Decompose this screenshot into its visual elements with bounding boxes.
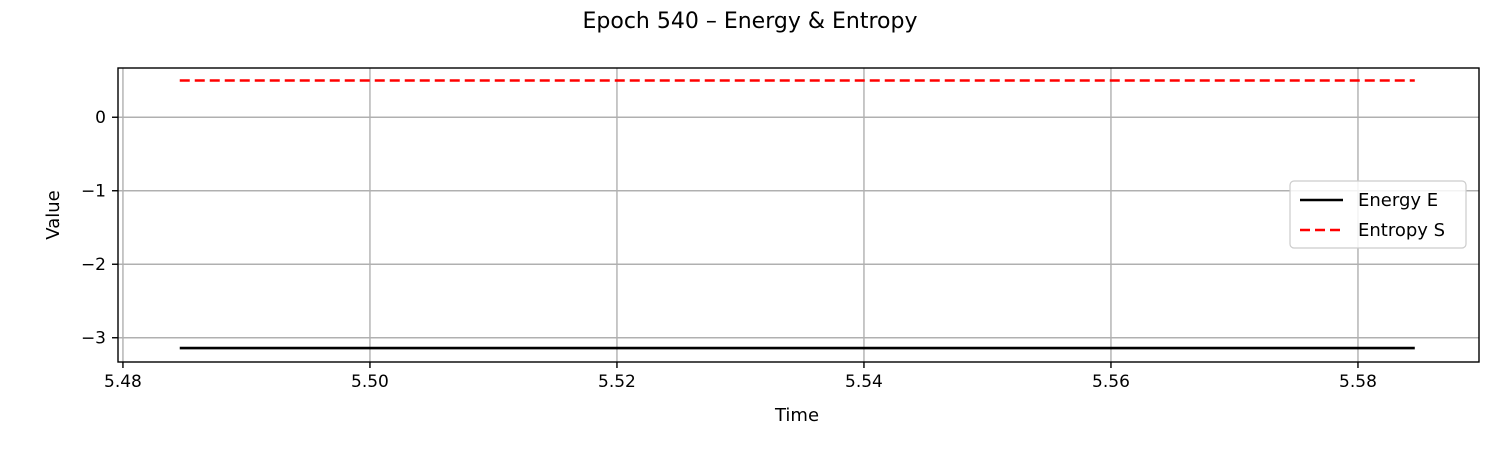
series-layer bbox=[179, 79, 1415, 350]
legend-label-energy: Energy E bbox=[1358, 190, 1438, 211]
y-tick-label: −2 bbox=[81, 255, 106, 275]
x-tick-label: 5.54 bbox=[845, 372, 883, 392]
x-tick-label: 5.48 bbox=[104, 372, 142, 392]
x-tick-label: 5.56 bbox=[1092, 372, 1130, 392]
x-tick-label: 5.52 bbox=[598, 372, 636, 392]
legend: Energy E Entropy S bbox=[1289, 180, 1467, 249]
plot-frame bbox=[117, 67, 1480, 363]
x-tick-label: 5.58 bbox=[1339, 372, 1377, 392]
x-axis-label: Time bbox=[774, 405, 819, 426]
y-tick-label: −3 bbox=[81, 329, 106, 349]
y-tick-label: 0 bbox=[95, 108, 106, 128]
x-tick-label: 5.50 bbox=[351, 372, 389, 392]
chart-title: Epoch 540 – Energy & Entropy bbox=[583, 9, 918, 34]
ticks: 5.48 5.50 5.52 5.54 5.56 5.58 0 −1 −2 −3 bbox=[81, 108, 1377, 392]
legend-label-entropy: Entropy S bbox=[1358, 220, 1445, 241]
y-axis-label: Value bbox=[43, 190, 64, 239]
y-tick-label: −1 bbox=[81, 182, 106, 202]
grid bbox=[118, 68, 1479, 362]
